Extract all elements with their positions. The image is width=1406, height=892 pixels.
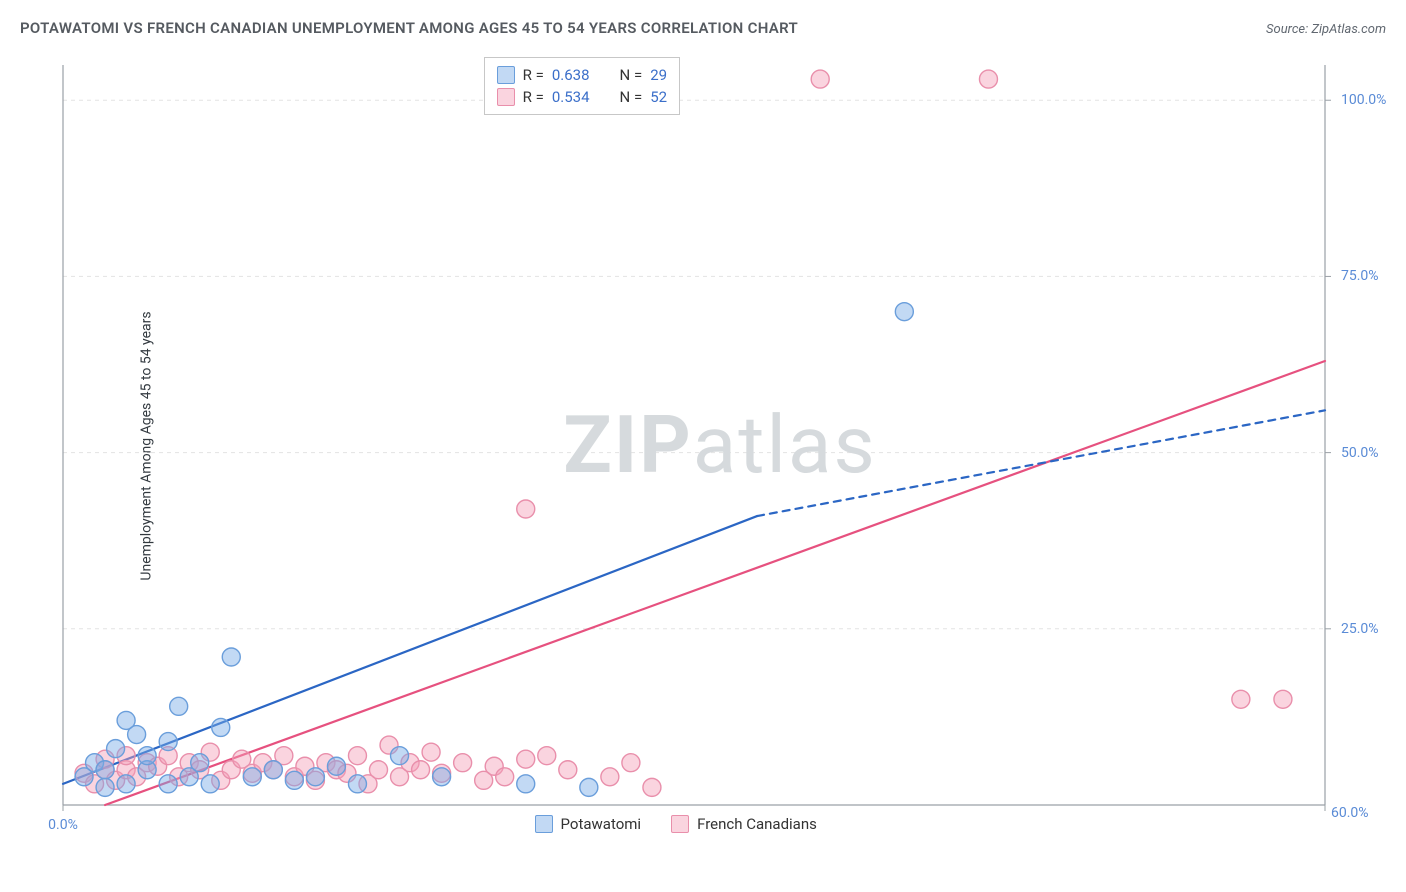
legend-swatch-icon <box>497 66 515 84</box>
source-value: ZipAtlas.com <box>1311 22 1386 37</box>
legend-n-label: N = <box>620 88 643 106</box>
legend-row: R = 0.534 N = 52 <box>497 86 667 108</box>
legend-swatch-icon <box>671 815 689 833</box>
legend-row: R = 0.638 N = 29 <box>497 64 667 86</box>
axis-tick-label: 100.0% <box>1341 92 1386 108</box>
legend-swatch-icon <box>535 815 553 833</box>
legend-item: Potawatomi <box>535 815 642 833</box>
legend-label: French Canadians <box>697 815 817 833</box>
legend-r-label: R = <box>523 88 544 106</box>
legend-r-value: 0.534 <box>552 88 590 106</box>
axis-tick-label: 25.0% <box>1341 621 1379 637</box>
legend-swatch-icon <box>497 88 515 106</box>
legend-r-label: R = <box>523 66 544 84</box>
legend-n-label: N = <box>620 66 643 84</box>
chart-title: POTAWATOMI VS FRENCH CANADIAN UNEMPLOYME… <box>20 19 798 37</box>
scatter-chart <box>55 55 1385 835</box>
legend-label: Potawatomi <box>561 815 642 833</box>
legend-n-value: 52 <box>650 88 667 106</box>
plot-area: ZIPatlas <box>55 55 1385 835</box>
source: Source: ZipAtlas.com <box>1266 18 1386 37</box>
legend-item: French Canadians <box>671 815 817 833</box>
axis-tick-label: 75.0% <box>1341 268 1379 284</box>
axis-tick-label: 0.0% <box>48 817 78 833</box>
axis-tick-label: 50.0% <box>1341 445 1379 461</box>
series-legend: Potawatomi French Canadians <box>535 815 817 833</box>
axis-tick-label: 60.0% <box>1331 805 1369 821</box>
legend-r-value: 0.638 <box>552 66 590 84</box>
legend-n-value: 29 <box>650 66 667 84</box>
correlation-legend: R = 0.638 N = 29 R = 0.534 N = 52 <box>484 57 680 115</box>
source-label: Source: <box>1266 22 1311 37</box>
